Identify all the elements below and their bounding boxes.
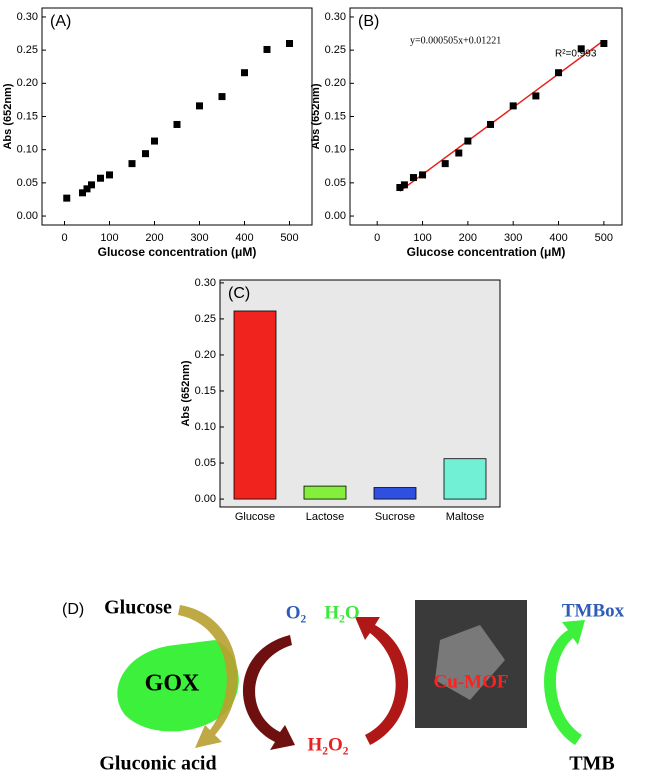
- glucose-arrow: [178, 605, 238, 748]
- x-tick-label: 400: [549, 232, 567, 244]
- point: [97, 174, 104, 182]
- point: [83, 185, 91, 193]
- point: [455, 149, 463, 157]
- y-tick-label: 0.00: [325, 210, 346, 222]
- panel-label: (D): [62, 601, 84, 618]
- gox-label: GOX: [145, 671, 200, 697]
- bar: [233, 310, 277, 500]
- point: [142, 150, 149, 158]
- x-tick-label: 300: [504, 232, 522, 244]
- y-tick-label: 0.20: [17, 77, 38, 89]
- y-tick-label: 0.10: [17, 144, 38, 156]
- y-axis-label: Abs (652nm): [2, 83, 14, 149]
- point: [441, 160, 449, 168]
- o2-arrow: [242, 635, 295, 750]
- point: [88, 181, 95, 189]
- h2o-label: H₂O: [324, 602, 359, 623]
- y-axis-label: Abs (652nm): [180, 360, 192, 426]
- panel-label: (C): [228, 285, 250, 302]
- x-tick-label: Glucose: [235, 511, 275, 523]
- y-tick-label: 0.00: [195, 493, 216, 505]
- point: [173, 120, 181, 128]
- point: [128, 160, 136, 168]
- point: [396, 184, 404, 192]
- y-tick-label: 0.30: [325, 11, 346, 23]
- y-tick-label: 0.00: [17, 210, 38, 222]
- y-tick-label: 0.10: [195, 421, 216, 433]
- x-tick-label: Sucrose: [375, 511, 415, 523]
- x-tick-label: 200: [145, 232, 163, 244]
- x-tick-label: 500: [280, 232, 298, 244]
- bar: [373, 487, 417, 500]
- x-tick-label: 300: [190, 232, 208, 244]
- point: [106, 171, 113, 179]
- y-tick-label: 0.20: [195, 349, 216, 361]
- fit-equation: y=0.000505x+0.01221: [410, 35, 501, 46]
- y-tick-label: 0.15: [195, 385, 216, 397]
- point: [151, 137, 158, 145]
- glucose-label: Glucose: [104, 597, 172, 619]
- y-tick-label: 0.20: [325, 77, 346, 89]
- point: [263, 45, 271, 53]
- x-tick-label: Maltose: [446, 511, 485, 523]
- x-tick-label: 0: [374, 232, 380, 244]
- y-tick-label: 0.25: [325, 44, 346, 56]
- y-axis-label: Abs (652nm): [310, 83, 322, 149]
- point: [419, 171, 427, 179]
- y-tick-label: 0.15: [17, 110, 38, 122]
- bar: [443, 458, 487, 500]
- tmbox-label: TMBox: [562, 600, 625, 621]
- y-tick-label: 0.30: [195, 277, 216, 289]
- bar: [303, 485, 347, 500]
- y-tick-label: 0.05: [325, 177, 346, 189]
- point: [409, 174, 417, 182]
- point: [218, 93, 226, 101]
- x-axis-label: Glucose concentration (μM): [98, 245, 257, 259]
- x-axis-label: Glucose concentration (μM): [407, 245, 566, 259]
- y-tick-label: 0.25: [17, 44, 38, 56]
- y-tick-label: 0.25: [195, 313, 216, 325]
- x-tick-label: Lactose: [306, 511, 345, 523]
- point: [532, 92, 540, 100]
- h2o2-label: H₂O₂: [308, 734, 349, 755]
- y-tick-label: 0.15: [325, 110, 346, 122]
- point: [600, 40, 608, 48]
- fit-line: [399, 39, 605, 192]
- x-tick-label: 400: [235, 232, 253, 244]
- cu-mof-label: Cu-MOF: [434, 671, 509, 692]
- h2o2-arrow: [355, 617, 409, 745]
- o2-label: O₂: [286, 602, 307, 623]
- point: [487, 120, 495, 128]
- crystal: [435, 625, 505, 700]
- point: [464, 137, 472, 145]
- y-tick-label: 0.05: [17, 177, 38, 189]
- point: [63, 194, 71, 202]
- x-tick-label: 0: [61, 232, 67, 244]
- x-tick-label: 200: [459, 232, 477, 244]
- point: [286, 40, 293, 48]
- tmb-arrow: [544, 620, 585, 745]
- x-tick-label: 500: [595, 232, 613, 244]
- point: [196, 102, 203, 110]
- y-tick-label: 0.05: [195, 457, 216, 469]
- x-tick-label: 100: [413, 232, 431, 244]
- x-tick-label: 100: [100, 232, 118, 244]
- tmb-label: TMB: [569, 753, 615, 775]
- y-tick-label: 0.30: [17, 11, 38, 23]
- y-tick-label: 0.10: [325, 144, 346, 156]
- point: [400, 181, 408, 189]
- gluconic-label: Gluconic acid: [99, 753, 216, 775]
- r-squared: R²=0.993: [555, 49, 597, 60]
- point: [79, 189, 86, 197]
- point: [241, 69, 248, 77]
- panel-label: (B): [358, 13, 379, 30]
- point: [577, 45, 585, 53]
- point: [509, 102, 517, 110]
- panel-label: (A): [50, 13, 71, 30]
- gox-blob: [117, 640, 239, 732]
- point: [555, 69, 563, 77]
